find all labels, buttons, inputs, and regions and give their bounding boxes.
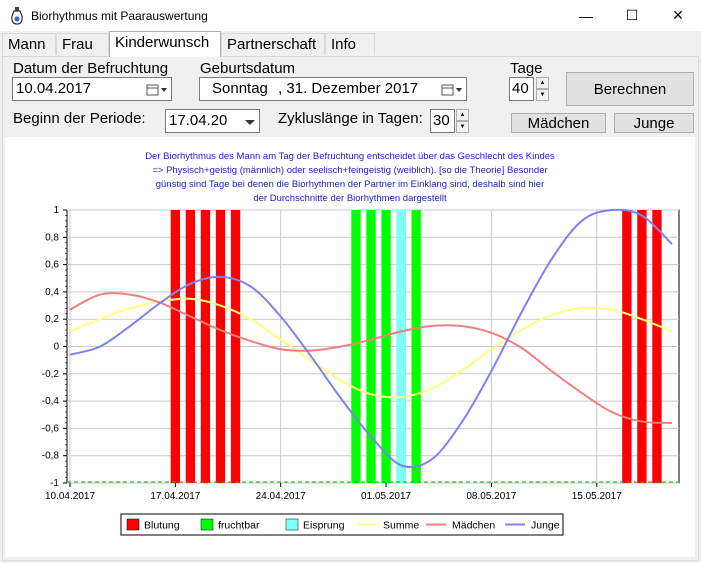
series-line-summe <box>69 297 673 399</box>
chart-title-line: günstig sind Tage bei denen die Biorhyth… <box>156 179 545 190</box>
bar-eisprung <box>396 210 406 483</box>
bar-blutung <box>637 210 647 483</box>
minimize-button[interactable]: — <box>579 7 593 24</box>
conception-date-value: 10.04.2017 <box>16 80 92 97</box>
period-date-picker[interactable]: 17.04.20 <box>165 109 260 133</box>
x-tick-label: 24.04.2017 <box>256 491 306 502</box>
calendar-dropdown-icon[interactable] <box>441 82 463 104</box>
legend-label: Mädchen <box>452 520 495 532</box>
days-label: Tage <box>510 60 543 77</box>
y-tick-label: 0 <box>53 342 59 353</box>
bar-blutung <box>215 210 226 483</box>
legend-label: Junge <box>531 520 560 532</box>
bar-blutung <box>185 210 196 483</box>
tab-info[interactable]: Info <box>325 33 375 55</box>
title-bar: Biorhythmus mit Paarauswertung — ☐ ✕ <box>0 0 701 31</box>
tab-partnerschaft[interactable]: Partnerschaft <box>221 33 325 55</box>
x-tick-label: 15.05.2017 <box>572 491 622 502</box>
series-line-mädchen <box>69 292 673 424</box>
chart-panel: Der Biorhythmus des Mann am Tag der Befr… <box>5 137 695 557</box>
dropdown-icon[interactable] <box>243 114 257 136</box>
days-input[interactable]: 40 <box>509 77 534 101</box>
cycle-input[interactable]: 30 <box>430 109 455 133</box>
cycle-label: Zykluslänge in Tagen: <box>278 110 423 127</box>
y-tick-label: 0,8 <box>45 232 59 243</box>
legend-label: Blutung <box>144 520 180 532</box>
birth-weekday: Sonntag <box>212 80 268 97</box>
y-tick-label: -0,2 <box>42 369 60 380</box>
birth-label: Geburtsdatum <box>200 60 296 77</box>
tab-mann[interactable]: Mann <box>2 33 56 55</box>
conception-label: Datum der Befruchtung <box>13 60 169 77</box>
days-down-icon[interactable]: ▼ <box>536 89 549 101</box>
y-tick-label: 0,4 <box>45 287 59 298</box>
bar-fruchtbar <box>411 210 421 483</box>
bar-blutung <box>200 210 211 483</box>
y-tick-label: -0,4 <box>42 396 60 407</box>
close-button[interactable]: ✕ <box>672 7 684 23</box>
y-tick-label: -0,8 <box>42 451 60 462</box>
chart-title-line: Der Biorhythmus des Mann am Tag der Befr… <box>145 151 555 162</box>
y-tick-label: 0,6 <box>45 260 59 271</box>
conception-date-picker[interactable]: 10.04.2017 <box>12 77 172 101</box>
birth-date: , 31. Dezember 2017 <box>278 80 419 97</box>
tab-kinderwunsch[interactable]: Kinderwunsch <box>109 31 221 57</box>
bar-blutung <box>622 210 632 483</box>
legend-label: Eisprung <box>303 520 345 532</box>
x-tick-label: 10.04.2017 <box>45 491 95 502</box>
calculate-button[interactable]: Berechnen <box>566 72 694 106</box>
legend-label: Summe <box>383 520 419 532</box>
legend-swatch-blutung <box>126 518 140 531</box>
period-date-value: 17.04.20 <box>169 112 228 129</box>
girl-button[interactable]: Mädchen <box>511 113 606 133</box>
period-label: Beginn der Periode: <box>13 110 146 127</box>
legend-box <box>120 513 564 536</box>
bar-blutung <box>652 210 662 483</box>
x-tick-label: 01.05.2017 <box>361 491 411 502</box>
bar-fruchtbar <box>351 210 361 483</box>
tab-frau[interactable]: Frau <box>56 33 109 55</box>
y-tick-label: -1 <box>50 478 59 489</box>
series-line-junge <box>69 208 673 469</box>
biorhythm-chart: Der Biorhythmus des Mann am Tag der Befr… <box>5 137 695 557</box>
boy-button[interactable]: Junge <box>614 113 694 133</box>
app-icon <box>10 7 24 25</box>
window-title: Biorhythmus mit Paarauswertung <box>31 9 208 23</box>
calendar-dropdown-icon[interactable] <box>146 82 168 104</box>
chart-title-line: => Physisch+geistig (männlich) oder seel… <box>152 165 547 176</box>
legend-swatch-fruchtbar <box>200 518 214 531</box>
cycle-up-icon[interactable]: ▲ <box>456 109 469 121</box>
x-tick-label: 17.04.2017 <box>150 491 200 502</box>
y-tick-label: 1 <box>53 205 59 216</box>
maximize-button[interactable]: ☐ <box>625 7 639 23</box>
bar-blutung <box>230 210 241 483</box>
legend-label: fruchtbar <box>218 520 260 532</box>
tab-bar: Mann Frau Kinderwunsch Partnerschaft Inf… <box>0 31 701 57</box>
bar-fruchtbar <box>381 210 391 483</box>
birth-date-picker[interactable]: Sonntag , 31. Dezember 2017 <box>199 77 467 101</box>
bar-blutung <box>170 210 181 483</box>
chart-title-line: der Durchschnitte der Biorhythmen darges… <box>253 193 447 204</box>
cycle-down-icon[interactable]: ▼ <box>456 121 469 133</box>
y-tick-label: 0,2 <box>45 314 59 325</box>
legend-swatch-eisprung <box>285 518 299 531</box>
x-tick-label: 08.05.2017 <box>466 491 516 502</box>
bar-fruchtbar <box>366 210 376 483</box>
days-up-icon[interactable]: ▲ <box>536 77 549 89</box>
y-tick-label: -0,6 <box>42 423 60 434</box>
